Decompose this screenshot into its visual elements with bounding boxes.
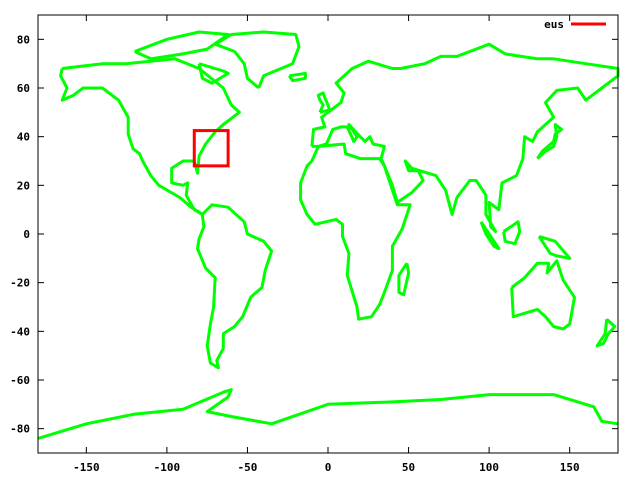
coastline-iceland [288, 71, 307, 83]
y-tick-label: 80 [17, 33, 30, 46]
x-tick-label: 150 [560, 461, 580, 474]
y-tick-label: 20 [17, 179, 30, 192]
coastline-britain [316, 91, 332, 114]
plot-frame [37, 14, 619, 454]
series-layer [192, 129, 230, 168]
coastline-eurasia [310, 42, 620, 234]
x-tick-label: 100 [479, 461, 499, 474]
coastline-africa [299, 142, 412, 321]
x-tick-label: 50 [402, 461, 415, 474]
legend: eus [544, 18, 606, 31]
coastline-australia [510, 259, 576, 331]
x-tick-label: -50 [238, 461, 258, 474]
coastline-new-zealand [595, 318, 617, 348]
x-tick-label: 0 [325, 461, 332, 474]
y-tick-label: 40 [17, 131, 30, 144]
coastline-antarctica [37, 388, 619, 440]
ticks: -150 -100 -50 0 50 100 150 -80 -60 -40 -20 0 20 40 60 8… [10, 15, 618, 474]
y-tick-label: -40 [10, 325, 30, 338]
y-tick-label: 0 [23, 228, 30, 241]
x-tick-label: -150 [73, 461, 100, 474]
y-tick-label: -20 [10, 277, 30, 290]
coastline-arctic-islands [134, 30, 230, 61]
x-tick-label: -100 [154, 461, 181, 474]
coastline-borneo [502, 220, 522, 246]
coastline-sumatra [479, 220, 501, 251]
coastlines [37, 30, 620, 440]
y-tick-label: -80 [10, 423, 30, 436]
coastline-japan [536, 123, 564, 160]
coastline-new-guinea [537, 234, 572, 260]
coastline-baffin [197, 62, 230, 85]
series-box-eus [192, 129, 230, 168]
coastline-south-america [196, 203, 274, 370]
coastline-greenland [213, 30, 301, 90]
coastline-north-america [59, 57, 241, 216]
coastline-madagascar [397, 262, 411, 297]
y-tick-label: -60 [10, 374, 30, 387]
legend-label-eus: eus [544, 18, 564, 31]
y-tick-label: 60 [17, 82, 30, 95]
